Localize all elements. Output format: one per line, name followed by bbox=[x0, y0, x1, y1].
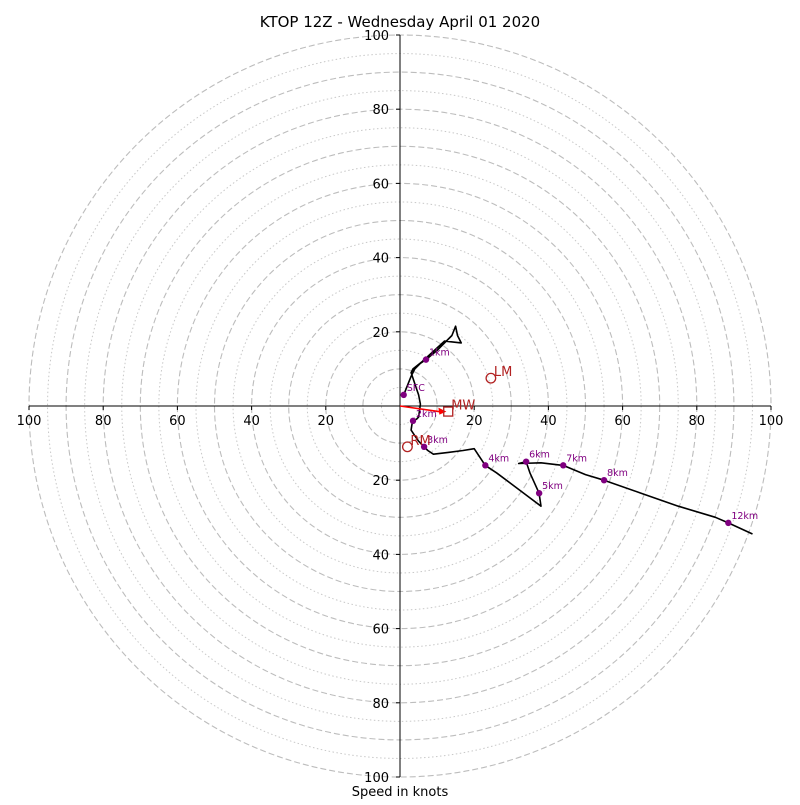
y-tick-label: 100 bbox=[364, 29, 389, 44]
height-label: 2km bbox=[416, 409, 437, 420]
height-marker bbox=[522, 458, 530, 465]
y-tick-label: 40 bbox=[372, 252, 389, 267]
storm-motion-marker bbox=[485, 372, 497, 384]
height-label: 1km bbox=[429, 348, 450, 359]
y-tick-label: 80 bbox=[372, 103, 389, 118]
height-marker bbox=[422, 356, 430, 363]
height-marker bbox=[409, 417, 417, 425]
hodograph-line bbox=[402, 325, 753, 535]
height-label: 5km bbox=[542, 481, 563, 492]
y-tick-label: 20 bbox=[372, 474, 389, 489]
height-marker bbox=[725, 519, 732, 527]
x-tick-label: 40 bbox=[540, 414, 557, 429]
x-tick-label: 60 bbox=[614, 414, 631, 429]
height-marker bbox=[600, 477, 608, 484]
height-marker bbox=[400, 391, 407, 399]
y-tick-label: 20 bbox=[372, 326, 389, 341]
height-marker bbox=[482, 462, 489, 469]
height-label: 8km bbox=[607, 468, 628, 479]
marker-label: MW bbox=[451, 399, 475, 414]
y-tick-label: 40 bbox=[372, 548, 389, 563]
y-tick-label: 60 bbox=[372, 623, 389, 638]
storm-motion-arrow bbox=[399, 405, 443, 413]
height-marker bbox=[560, 462, 567, 469]
x-tick-label: 100 bbox=[759, 414, 784, 429]
x-tick-label: 80 bbox=[689, 414, 706, 429]
marker-label: LM bbox=[494, 365, 512, 380]
height-label: 7km bbox=[566, 453, 587, 464]
y-tick-label: 100 bbox=[364, 771, 389, 786]
x-tick-label: 60 bbox=[169, 414, 186, 429]
height-label: 4km bbox=[488, 453, 509, 464]
y-tick-label: 80 bbox=[372, 697, 389, 712]
x-tick-label: 20 bbox=[466, 414, 483, 429]
storm-motion-marker bbox=[401, 441, 413, 453]
mean-wind-marker bbox=[443, 406, 454, 417]
height-marker bbox=[535, 489, 543, 497]
y-tick-label: 60 bbox=[372, 177, 389, 192]
storm-motion-arrowhead bbox=[438, 407, 447, 415]
x-axis-label: Speed in knots bbox=[352, 785, 449, 800]
x-tick-label: 20 bbox=[318, 414, 335, 429]
height-label: 12km bbox=[731, 511, 758, 522]
x-tick-label: 100 bbox=[17, 414, 42, 429]
height-marker bbox=[420, 443, 428, 451]
height-label: 3km bbox=[427, 435, 448, 446]
x-tick-label: 80 bbox=[95, 414, 112, 429]
x-tick-label: 40 bbox=[243, 414, 260, 429]
chart-title: KTOP 12Z - Wednesday April 01 2020 bbox=[260, 13, 540, 31]
tick-labels: 100 80 60 40 20 20 40 60 80 100 100 80 60 40 20 20 40 60 8… bbox=[17, 29, 784, 786]
height-label: SFC bbox=[407, 383, 425, 394]
marker-label: RM bbox=[410, 434, 430, 449]
height-label: 6km bbox=[529, 450, 550, 461]
hodograph-data: SFC 1km 2km 3km 4km 5km 6km 7km 8km 12km LM RM MW bbox=[399, 325, 758, 535]
